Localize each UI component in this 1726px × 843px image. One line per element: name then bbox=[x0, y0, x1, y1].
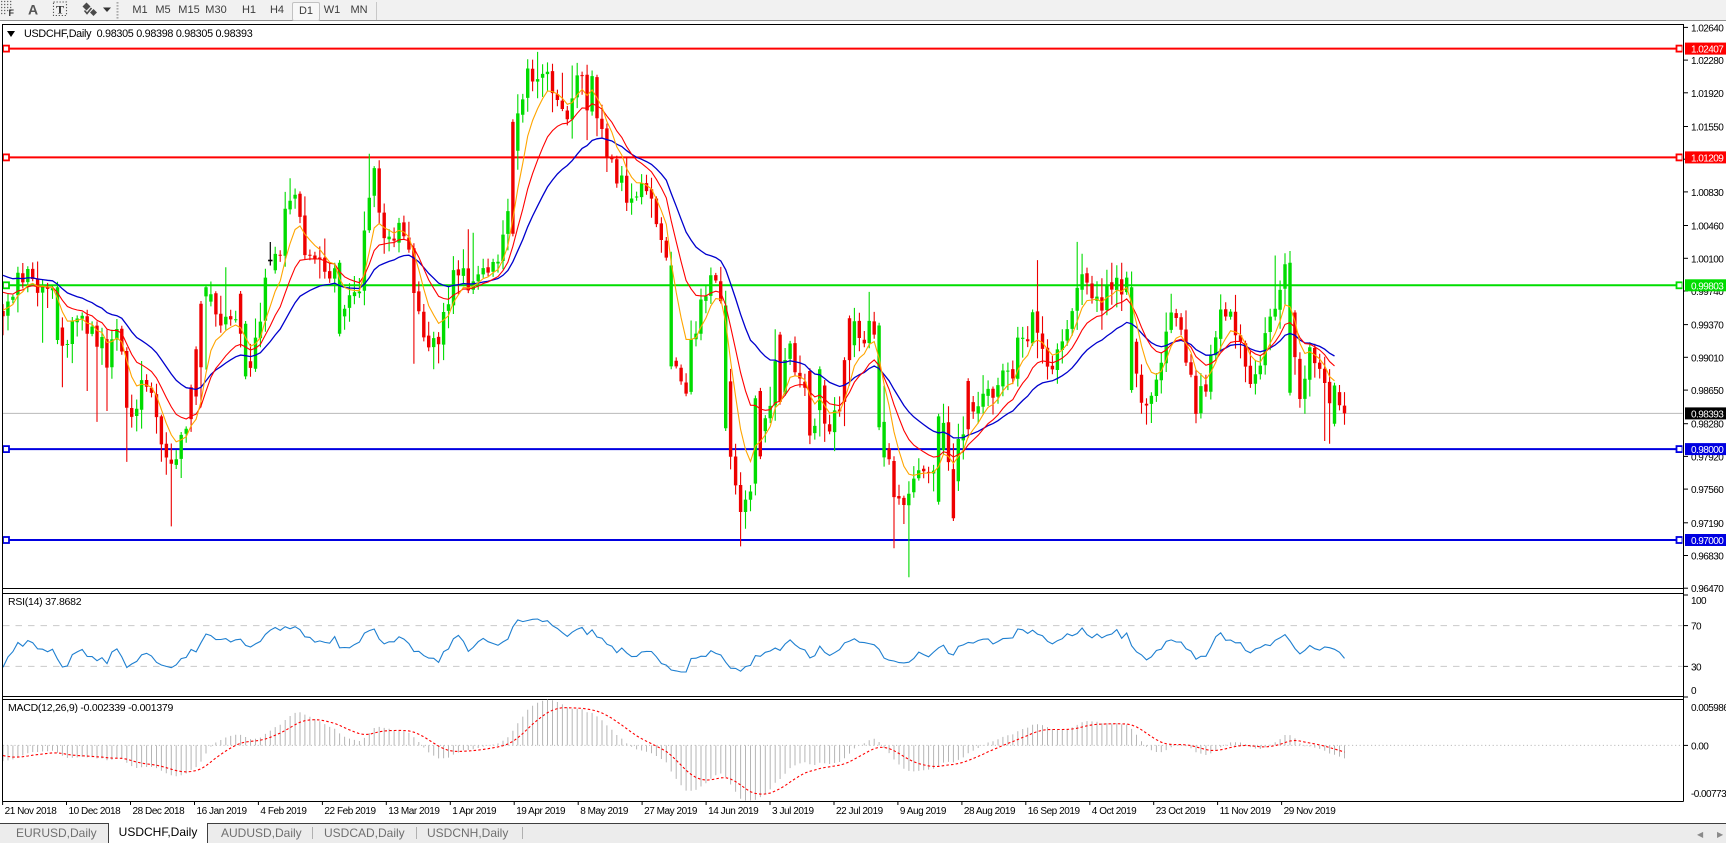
svg-text:14 Jun 2019: 14 Jun 2019 bbox=[708, 806, 759, 817]
svg-text:30: 30 bbox=[1691, 662, 1702, 673]
svg-text:29 Nov 2019: 29 Nov 2019 bbox=[1284, 806, 1337, 817]
svg-text:1.02640: 1.02640 bbox=[1691, 23, 1724, 34]
svg-text:28 Aug 2019: 28 Aug 2019 bbox=[964, 806, 1016, 817]
svg-text:10 Dec 2018: 10 Dec 2018 bbox=[69, 806, 122, 817]
svg-text:0.96830: 0.96830 bbox=[1691, 552, 1724, 563]
svg-text:0.97000: 0.97000 bbox=[1691, 536, 1724, 547]
svg-text:0.98393: 0.98393 bbox=[1691, 409, 1724, 420]
svg-text:22 Jul 2019: 22 Jul 2019 bbox=[836, 806, 884, 817]
svg-text:0.99803: 0.99803 bbox=[1691, 281, 1724, 292]
svg-text:1.00460: 1.00460 bbox=[1691, 222, 1724, 233]
svg-text:0.99740: 0.99740 bbox=[1691, 287, 1724, 298]
svg-text:0.00: 0.00 bbox=[1691, 741, 1709, 752]
svg-text:22 Feb 2019: 22 Feb 2019 bbox=[324, 806, 376, 817]
svg-text:27 May 2019: 27 May 2019 bbox=[644, 806, 698, 817]
svg-text:0.98280: 0.98280 bbox=[1691, 420, 1724, 431]
svg-text:11 Nov 2019: 11 Nov 2019 bbox=[1220, 806, 1272, 817]
svg-text:70: 70 bbox=[1691, 622, 1702, 633]
svg-text:0.98000: 0.98000 bbox=[1691, 445, 1724, 456]
svg-text:1.01550: 1.01550 bbox=[1691, 123, 1724, 134]
svg-text:19 Apr 2019: 19 Apr 2019 bbox=[516, 806, 566, 817]
svg-text:0.97920: 0.97920 bbox=[1691, 452, 1724, 463]
svg-text:1.01209: 1.01209 bbox=[1691, 153, 1724, 164]
svg-text:1.01920: 1.01920 bbox=[1691, 89, 1724, 100]
svg-text:16 Jan 2019: 16 Jan 2019 bbox=[197, 806, 248, 817]
svg-text:-0.007737: -0.007737 bbox=[1691, 789, 1726, 800]
svg-text:0.97190: 0.97190 bbox=[1691, 519, 1724, 530]
svg-text:1.02407: 1.02407 bbox=[1691, 45, 1724, 56]
svg-text:F: F bbox=[9, 8, 15, 18]
svg-text:0.98650: 0.98650 bbox=[1691, 386, 1724, 397]
svg-text:16 Sep 2019: 16 Sep 2019 bbox=[1028, 806, 1081, 817]
svg-text:0: 0 bbox=[1691, 686, 1697, 697]
svg-text:21 Nov 2018: 21 Nov 2018 bbox=[5, 806, 58, 817]
svg-text:A: A bbox=[28, 2, 38, 18]
svg-text:4 Oct 2019: 4 Oct 2019 bbox=[1092, 806, 1137, 817]
svg-text:0.96470: 0.96470 bbox=[1691, 584, 1724, 595]
svg-text:23 Oct 2019: 23 Oct 2019 bbox=[1156, 806, 1206, 817]
svg-text:0.005986: 0.005986 bbox=[1691, 703, 1726, 714]
svg-text:9 Aug 2019: 9 Aug 2019 bbox=[900, 806, 947, 817]
svg-text:3 Jul 2019: 3 Jul 2019 bbox=[772, 806, 815, 817]
svg-text:8 May 2019: 8 May 2019 bbox=[580, 806, 629, 817]
svg-text:0.99010: 0.99010 bbox=[1691, 353, 1724, 364]
svg-text:1.02280: 1.02280 bbox=[1691, 56, 1724, 67]
svg-text:0.99370: 0.99370 bbox=[1691, 321, 1724, 332]
svg-text:4 Feb 2019: 4 Feb 2019 bbox=[260, 806, 307, 817]
svg-text:100: 100 bbox=[1691, 596, 1707, 607]
svg-text:13 Mar 2019: 13 Mar 2019 bbox=[388, 806, 440, 817]
svg-text:1.00100: 1.00100 bbox=[1691, 254, 1724, 265]
svg-text:1 Apr 2019: 1 Apr 2019 bbox=[452, 806, 497, 817]
svg-text:1.00830: 1.00830 bbox=[1691, 188, 1724, 199]
svg-text:28 Dec 2018: 28 Dec 2018 bbox=[133, 806, 186, 817]
svg-text:0.97560: 0.97560 bbox=[1691, 485, 1724, 496]
svg-text:T: T bbox=[56, 3, 64, 17]
